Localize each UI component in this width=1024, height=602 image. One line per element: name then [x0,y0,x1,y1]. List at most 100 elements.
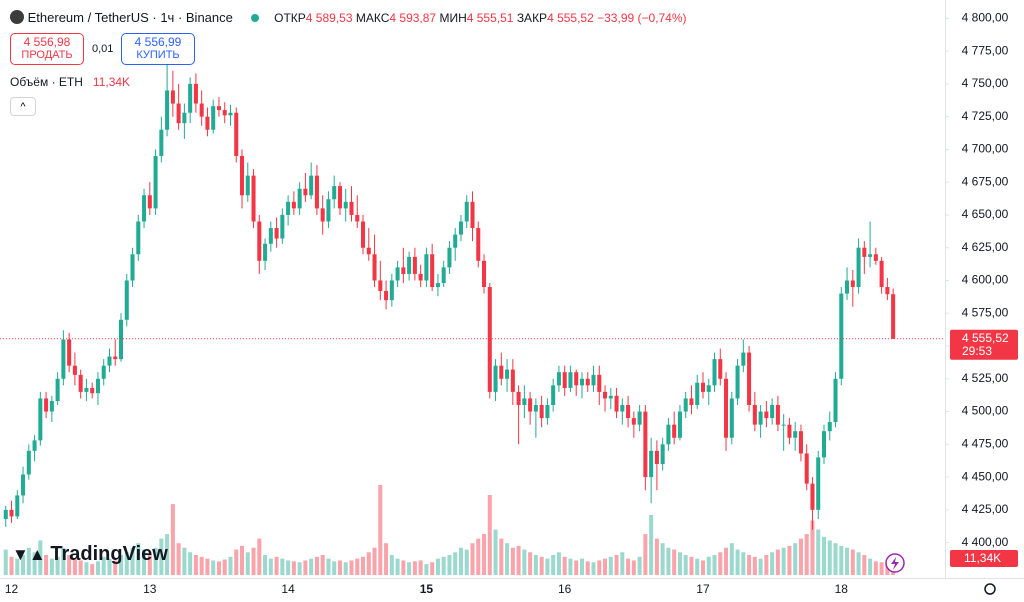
volume-bar [38,540,43,575]
volume-bar [453,552,458,575]
y-tick-label: 4 725,00 [962,109,1009,123]
settings-icon[interactable] [984,583,996,595]
candle-body [44,398,49,412]
volume-bar [574,560,579,575]
candle-body [297,188,302,209]
candle-body [873,254,878,261]
x-tick-label: 16 [558,582,572,596]
volume-bar [885,564,890,575]
volume-bar [862,555,867,575]
candle-body [868,254,873,257]
volume-bar [585,561,590,575]
candle-body [482,260,487,288]
candle-body [516,391,521,405]
candle-body [787,424,792,438]
candle-body [176,103,181,124]
collapse-button[interactable]: ^ [10,97,36,116]
y-tick-label: 4 750,00 [962,76,1009,90]
y-tick-label: 4 425,00 [962,502,1009,516]
candle-body [430,254,435,288]
volume-bar [499,538,504,575]
last-price-box [950,329,1018,360]
symbol[interactable]: Ethereum / TetherUS · 1ч · Binance [27,10,233,25]
candle-body [118,319,124,360]
volume-bar [26,547,31,575]
volume-bar [361,556,366,575]
y-tick-label: 4 475,00 [962,436,1009,450]
candle-body [597,374,602,392]
candle-body [211,106,216,130]
volume-bar [522,549,527,575]
volume-bar [706,556,711,575]
candle-body [395,267,400,281]
candle-body [850,280,855,288]
y-tick-label: 4 675,00 [962,174,1009,188]
candle-body [510,369,515,392]
volume-bar [741,552,746,575]
c-label: ЗАКР [516,11,548,25]
volume-bar [868,558,873,575]
candle-body [418,273,423,281]
volume-bar [695,558,700,575]
candle-body [349,201,354,215]
volume-bar [827,540,832,575]
candle-body [677,411,682,438]
volume-bar [603,558,608,575]
candle-body [712,359,717,386]
candle-body [833,378,838,423]
candle-body [672,424,677,438]
candle-body [274,228,279,239]
candle-body [9,509,14,517]
candle-body [562,372,567,388]
volume-bar [418,560,423,575]
candle-body [522,398,527,405]
l-value: 4 555,51 [466,11,514,25]
volume-bar [389,555,394,575]
volume-title: Объём · ETH [10,75,83,89]
candle-body [412,256,417,274]
candle-body [545,404,550,419]
candle-body [608,395,613,399]
volume-bar [147,555,152,575]
volume-bar [458,547,463,575]
volume-bar [793,543,798,575]
volume-bar [234,549,239,575]
volume-bar [332,561,337,575]
volume-bar [257,538,262,575]
buy-label: КУПИТЬ [136,49,180,61]
volume-bar [49,558,54,575]
candle-body [343,201,348,209]
volume-bar [199,556,204,575]
volume-bar [493,529,498,575]
y-tick-label: 4 650,00 [962,207,1009,221]
candle-body [84,387,89,392]
volume-bar [15,558,20,575]
candle-body [95,378,100,394]
volume-bar [562,556,567,575]
candle-body [251,175,256,222]
volume-bar [251,547,256,575]
volume-bar [78,560,83,575]
candle-body [90,387,95,394]
candle-body [735,365,740,399]
candle-body [574,372,579,386]
sell-button[interactable]: 4 556,98 ПРОДАТЬ [10,33,84,65]
volume-bar [729,543,734,575]
buy-button[interactable]: 4 556,99 КУПИТЬ [121,33,195,65]
candle-body [159,129,164,156]
candle-body [130,254,135,281]
volume-bar [850,549,855,575]
volume-bar [395,558,400,575]
volume-bar [384,543,389,575]
candle-body [401,267,406,274]
y-tick-label: 4 575,00 [962,305,1009,319]
candle-body [366,247,371,255]
volume-bar [291,561,296,575]
volume-bar [72,558,77,575]
candle-body [107,356,112,366]
volume-bar [55,556,60,575]
candle-body [165,90,170,130]
candle-body [724,378,729,438]
volume-legend-value: 11,34K [92,75,131,89]
